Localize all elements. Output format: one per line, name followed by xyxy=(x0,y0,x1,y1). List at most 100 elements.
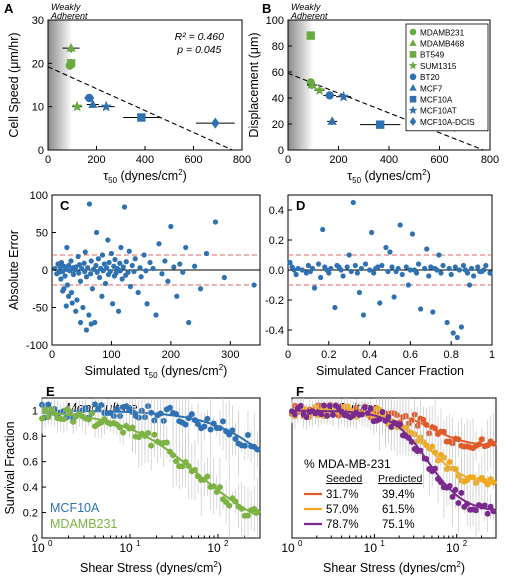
data-point xyxy=(450,330,456,336)
data-point xyxy=(387,249,393,255)
data-point xyxy=(452,486,459,493)
data-point xyxy=(456,267,462,273)
data-point-mcf10a xyxy=(220,418,227,425)
data-point xyxy=(432,265,438,272)
x-axis-label-main: Shear Stress (dynes/cm xyxy=(80,561,213,575)
data-point xyxy=(397,222,403,228)
y-tick-label: 0.6 xyxy=(23,457,38,469)
data-point xyxy=(82,249,88,255)
legend-predicted-value: 75.1% xyxy=(382,519,415,531)
data-point-mcf10a xyxy=(201,423,208,430)
data-point xyxy=(58,259,65,266)
data-point xyxy=(458,489,465,496)
x-tick-exponent: 2 xyxy=(463,539,468,548)
x-tick-label: 0.8 xyxy=(444,349,459,361)
x-axis-label-end: ) xyxy=(183,169,187,183)
fit-curve xyxy=(292,409,494,511)
data-point xyxy=(77,278,84,284)
legend-label: MCF10A-DCIS xyxy=(420,118,475,127)
data-point xyxy=(113,270,119,276)
x-tick-label: 0 xyxy=(285,349,291,361)
y-axis-label: Survival Fraction xyxy=(3,421,17,514)
y-tick-label: 80 xyxy=(272,41,284,53)
data-point-mcf10a-dcis xyxy=(211,117,220,129)
y-tick-label: 0.2 xyxy=(23,508,38,520)
data-point xyxy=(466,282,473,288)
data-point xyxy=(440,262,446,269)
data-point xyxy=(362,404,369,411)
data-point xyxy=(141,252,147,258)
data-point xyxy=(144,301,150,307)
data-point xyxy=(119,276,125,282)
data-point xyxy=(106,259,112,266)
data-point xyxy=(58,276,64,282)
data-point xyxy=(428,264,434,270)
legend-marker-mcf10a-dcis xyxy=(409,117,417,126)
data-point xyxy=(422,265,428,272)
x-axis-label: τ50 (dynes/cm2) xyxy=(103,168,187,185)
data-point xyxy=(91,266,97,272)
data-point xyxy=(76,262,82,268)
legend-title: % MDA-MB-231 xyxy=(304,457,391,471)
data-point xyxy=(371,270,377,276)
data-point xyxy=(76,270,82,276)
data-point xyxy=(83,327,90,333)
legend-label: BT549 xyxy=(420,51,445,60)
x-tick-label: 800 xyxy=(481,154,499,166)
data-point xyxy=(358,265,365,272)
x-axis-label-end: ) xyxy=(461,561,465,575)
legend-marker-mcf10at xyxy=(408,105,418,115)
data-point xyxy=(131,268,137,275)
data-point xyxy=(479,268,485,275)
data-point xyxy=(385,414,392,421)
series-label-mdamb231: MDAMB231 xyxy=(50,517,117,531)
weakly-adherent-label: Adherent xyxy=(50,11,88,21)
data-point xyxy=(80,304,86,311)
data-point xyxy=(383,244,389,251)
data-point xyxy=(101,261,107,267)
p-value-label: p = 0.045 xyxy=(176,44,221,56)
data-point xyxy=(318,411,325,418)
legend-marker-mdamb231 xyxy=(409,28,417,36)
data-point xyxy=(126,248,132,254)
y-tick-label: 0 xyxy=(32,533,38,545)
legend-marker-mcf7 xyxy=(409,84,417,91)
data-point xyxy=(478,436,485,443)
data-point-mdamb231 xyxy=(39,415,45,422)
data-point-mcf7 xyxy=(327,116,337,125)
data-point-mdamb231 xyxy=(67,408,74,415)
x-axis-label-superscript: 2 xyxy=(213,560,218,569)
data-point xyxy=(379,262,385,269)
data-point xyxy=(429,443,436,450)
data-point-mcf10at xyxy=(100,100,112,112)
data-point xyxy=(444,319,450,326)
data-point-sum1315 xyxy=(71,100,83,112)
data-point xyxy=(125,269,131,275)
data-point xyxy=(316,261,322,267)
fit-curve-mdamb231 xyxy=(41,411,258,517)
data-point xyxy=(469,265,475,272)
data-point-mdamb231 xyxy=(254,508,261,515)
data-point xyxy=(88,258,94,264)
data-point xyxy=(105,237,111,243)
data-point-mdamb231 xyxy=(173,458,180,465)
data-point xyxy=(420,416,427,423)
data-point-mcf10a xyxy=(137,113,146,122)
weakly-adherent-label: Weakly xyxy=(291,2,321,12)
data-point xyxy=(115,308,122,314)
y-tick-label: 50 xyxy=(36,228,48,240)
data-point xyxy=(68,258,74,264)
data-point-mdamb231 xyxy=(88,410,95,417)
data-point-sum1315 xyxy=(314,84,326,95)
x-axis-label-superscript: 2 xyxy=(178,168,183,177)
x-tick-label: 600 xyxy=(430,154,448,166)
data-point xyxy=(462,267,469,273)
y-tick-label: 0 xyxy=(278,145,284,157)
data-point xyxy=(99,252,106,258)
data-point-mcf10a xyxy=(166,404,173,411)
data-point xyxy=(129,262,135,269)
legend-marker-mcf10a xyxy=(409,95,417,103)
x-tick-label: 0 xyxy=(285,154,291,166)
data-point-mdamb231 xyxy=(151,431,158,438)
data-point xyxy=(107,268,113,275)
